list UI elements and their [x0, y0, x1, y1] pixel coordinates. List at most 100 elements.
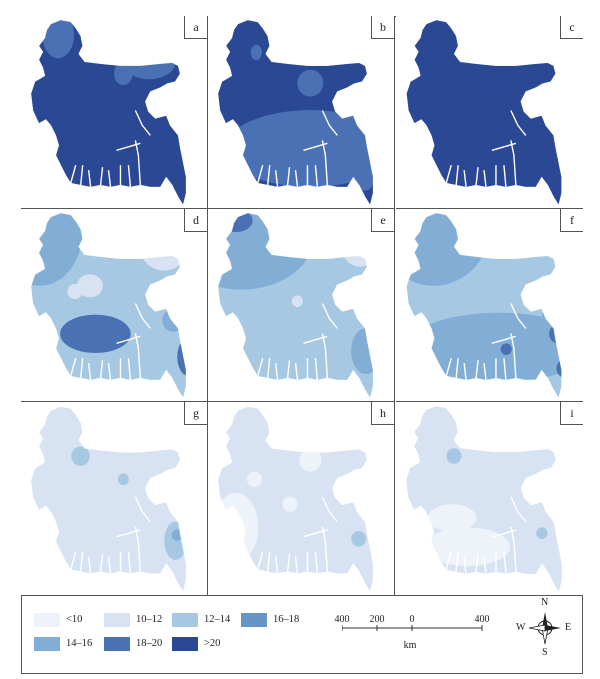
country-outline	[405, 405, 563, 593]
river-channel	[503, 551, 507, 575]
river-channel	[303, 335, 328, 344]
legend-swatch	[34, 637, 60, 651]
river-channel	[491, 142, 517, 151]
map-svg	[217, 212, 374, 399]
river-channel	[294, 556, 299, 574]
map-panel-h: h	[208, 402, 395, 595]
scale-tick-label: 400	[334, 614, 350, 625]
value-zone	[541, 301, 562, 340]
river-channel	[294, 170, 299, 188]
compass-icon	[528, 612, 561, 645]
river-channel	[266, 165, 271, 186]
value-zone	[351, 531, 367, 547]
legend-swatch	[172, 637, 198, 651]
river-channel	[274, 556, 279, 574]
map-svg	[30, 406, 187, 593]
river-channel	[503, 358, 507, 381]
river-channel	[87, 556, 92, 574]
legend-swatch	[104, 613, 130, 627]
legend-label: 10–12	[136, 614, 163, 625]
country-outline	[406, 212, 562, 399]
river-channel	[127, 165, 132, 188]
panel-label: g	[184, 402, 207, 425]
value-zone	[500, 343, 512, 355]
panel-label: i	[560, 402, 583, 425]
river-channel	[79, 358, 84, 379]
river-channel	[70, 551, 77, 570]
map-panel-i: i	[396, 402, 583, 595]
map-panel-b: b	[208, 16, 395, 209]
river-channel	[445, 358, 452, 377]
river-channel	[294, 363, 299, 381]
map-svg	[406, 212, 562, 399]
value-zone	[71, 446, 90, 466]
map-panel-g: g	[21, 402, 208, 595]
river-channel	[116, 335, 141, 344]
legend-label: 16–18	[273, 614, 300, 625]
river-channel	[314, 358, 319, 381]
river-channel	[99, 553, 104, 572]
value-zone	[217, 212, 316, 290]
river-channel	[321, 110, 338, 136]
scale-bar-graphic	[342, 625, 483, 631]
country-outline	[30, 19, 187, 206]
legend-label: <10	[66, 614, 83, 625]
panel-label: c	[560, 16, 583, 39]
country-outline	[217, 212, 374, 399]
legend-swatch	[172, 613, 198, 627]
map-panel-e: e	[208, 209, 395, 402]
map-svg	[30, 212, 187, 399]
river-channel	[303, 529, 328, 538]
river-channel	[116, 529, 141, 538]
river-channel	[510, 496, 527, 523]
river-channel	[286, 167, 291, 186]
value-zone	[217, 492, 259, 562]
river-channel	[321, 333, 329, 379]
river-channel	[134, 496, 151, 523]
river-channel	[510, 110, 527, 136]
river-channel	[475, 360, 479, 379]
map-panel-a: a	[21, 16, 208, 209]
river-channel	[70, 358, 77, 377]
panel-label: h	[371, 402, 394, 425]
country-fill	[217, 406, 374, 592]
country-fill	[30, 406, 187, 592]
river-channel	[266, 358, 271, 379]
scale-tick-label: 0	[409, 614, 415, 625]
river-channel	[99, 167, 104, 186]
value-zone	[282, 496, 298, 512]
river-channel	[79, 165, 84, 186]
river-channel	[79, 551, 84, 572]
compass-s-label: S	[542, 647, 548, 658]
river-channel	[257, 358, 264, 377]
map-panel-f: f	[396, 209, 583, 402]
river-channel	[303, 142, 328, 151]
panel-label: f	[560, 209, 583, 232]
value-zone	[250, 44, 262, 61]
value-zone	[247, 471, 263, 487]
legend-label: 14–16	[66, 638, 93, 649]
scale-unit: km	[403, 640, 417, 651]
value-zone	[67, 283, 83, 300]
river-channel	[127, 358, 132, 381]
compass-n-label: N	[541, 597, 549, 608]
value-zone	[60, 314, 131, 354]
panel-label: b	[371, 16, 394, 39]
river-channel	[266, 551, 271, 572]
river-channel	[107, 170, 112, 188]
river-channel	[321, 140, 329, 186]
river-channel	[445, 165, 452, 184]
river-channel	[463, 170, 467, 188]
panel-label: d	[184, 209, 207, 232]
river-channel	[134, 333, 142, 379]
value-zone	[406, 212, 490, 286]
value-zone	[427, 504, 477, 532]
legend-label: 12–14	[204, 614, 231, 625]
river-channel	[314, 551, 319, 574]
value-zone	[140, 224, 187, 271]
panel-label: a	[184, 16, 207, 39]
legend-swatch	[34, 613, 60, 627]
country-outline	[406, 19, 562, 206]
river-channel	[463, 363, 467, 381]
legend-label: >20	[204, 638, 221, 649]
